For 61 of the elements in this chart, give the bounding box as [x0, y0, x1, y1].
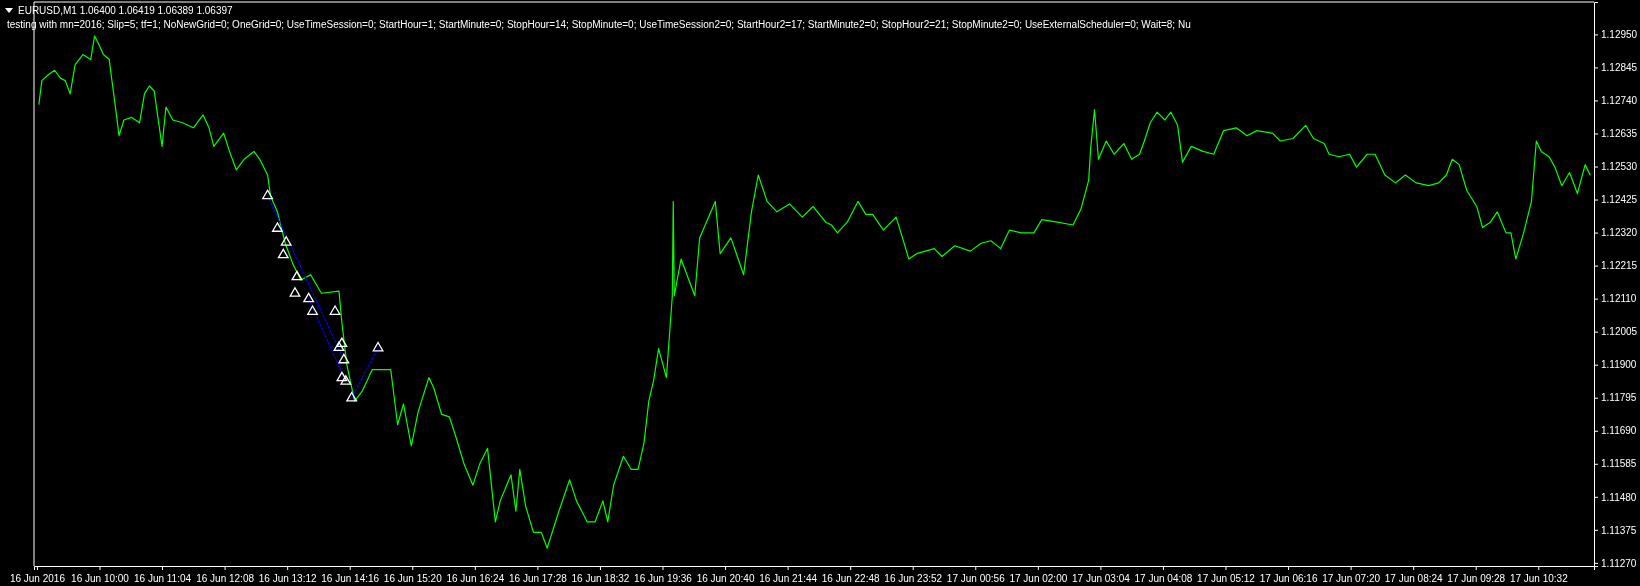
y-tick-label: 1.11375	[1601, 524, 1637, 536]
x-tick-label: 17 Jun 00:56	[946, 573, 1006, 584]
y-tick-label: 1.11900	[1601, 359, 1637, 371]
x-tick-label: 16 Jun 12:08	[196, 573, 255, 584]
y-tick-label: 1.12845	[1601, 62, 1638, 74]
y-tick-label: 1.12950	[1601, 29, 1638, 41]
x-tick-label: 16 Jun 16:24	[446, 573, 505, 584]
point	[346, 391, 358, 402]
y-tick-label: 1.12005	[1601, 326, 1638, 338]
x-tick-label: 17 Jun 06:16	[1259, 573, 1318, 584]
x-tick-label: 16 Jun 19:36	[634, 573, 693, 584]
x-tick-label: 16 Jun 22:48	[821, 573, 881, 584]
x-tick-label: 16 Jun 15:20	[383, 573, 443, 584]
y-tick-label: 1.12110	[1601, 293, 1637, 305]
x-tick-label: 17 Jun 09:28	[1447, 573, 1506, 584]
x-tick-label: 17 Jun 08:24	[1384, 573, 1444, 584]
y-tick-label: 1.12320	[1601, 227, 1638, 239]
y-tick-label: 1.12740	[1601, 95, 1638, 107]
text: testing with mn=2016; Slip=5; tf=1; NoNewGrid=0; OneGrid=0; UseTimeSession=0; StartHour=1; StartMinute=0; StopHour=14; StopMinute=0; UseTimeSession2=0; StartHour2=17; StartMinute2=0; StopHour2=21; StopMinute2=0; UseExternalScheduler=0; Wait=8; Nu	[7, 19, 1191, 30]
point	[262, 189, 274, 200]
x-tick-label: 17 Jun 03:04	[1071, 573, 1131, 584]
x-tick-label: 16 Jun 2016	[9, 573, 66, 584]
x-tick-label: 16 Jun 10:00	[71, 573, 130, 584]
point	[336, 337, 348, 348]
point	[372, 341, 384, 352]
point	[289, 287, 301, 297]
x-tick-label: 16 Jun 18:32	[571, 573, 630, 584]
y-tick-label: 1.11480	[1601, 491, 1637, 503]
point	[307, 305, 319, 315]
y-tick-label: 1.12635	[1601, 128, 1638, 140]
y-tick-label: 1.11690	[1601, 425, 1637, 437]
x-tick-label: 17 Jun 02:00	[1009, 573, 1068, 584]
x-tick-label: 16 Jun 23:52	[884, 573, 943, 584]
x-tick-label: 17 Jun 10:32	[1509, 573, 1569, 584]
x-tick-label: 16 Jun 14:16	[321, 573, 380, 584]
x-tick-label: 17 Jun 04:08	[1134, 573, 1193, 584]
point	[271, 222, 283, 232]
x-tick-label: 17 Jun 05:12	[1197, 573, 1256, 584]
x-tick-label: 16 Jun 20:40	[696, 573, 755, 584]
x-tick-label: 16 Jun 17:28	[508, 573, 568, 584]
line-series	[38, 35, 1591, 549]
x-tick-label: 16 Jun 13:12	[258, 573, 318, 584]
point	[340, 375, 352, 385]
y-tick-label: 1.11585	[1601, 458, 1637, 470]
x-tick-label: 17 Jun 07:20	[1322, 573, 1381, 584]
y-tick-label: 1.12425	[1601, 194, 1638, 206]
point	[338, 353, 350, 364]
point	[277, 248, 289, 259]
y-tick-label: 1.11270	[1601, 557, 1637, 569]
point	[303, 292, 315, 303]
y-tick-label: 1.12530	[1601, 161, 1638, 173]
point	[291, 270, 303, 281]
point	[280, 236, 292, 246]
x-tick-label: 16 Jun 11:04	[134, 573, 192, 584]
x-tick-label: 16 Jun 21:44	[759, 573, 818, 584]
y-tick-label: 1.12215	[1601, 260, 1638, 272]
point	[336, 371, 348, 382]
chart-title: EURUSD,M1 1.06400 1.06419 1.06389 1.06397	[18, 5, 234, 16]
point	[333, 341, 345, 352]
y-tick-label: 1.11795	[1601, 392, 1637, 404]
point	[329, 305, 341, 315]
